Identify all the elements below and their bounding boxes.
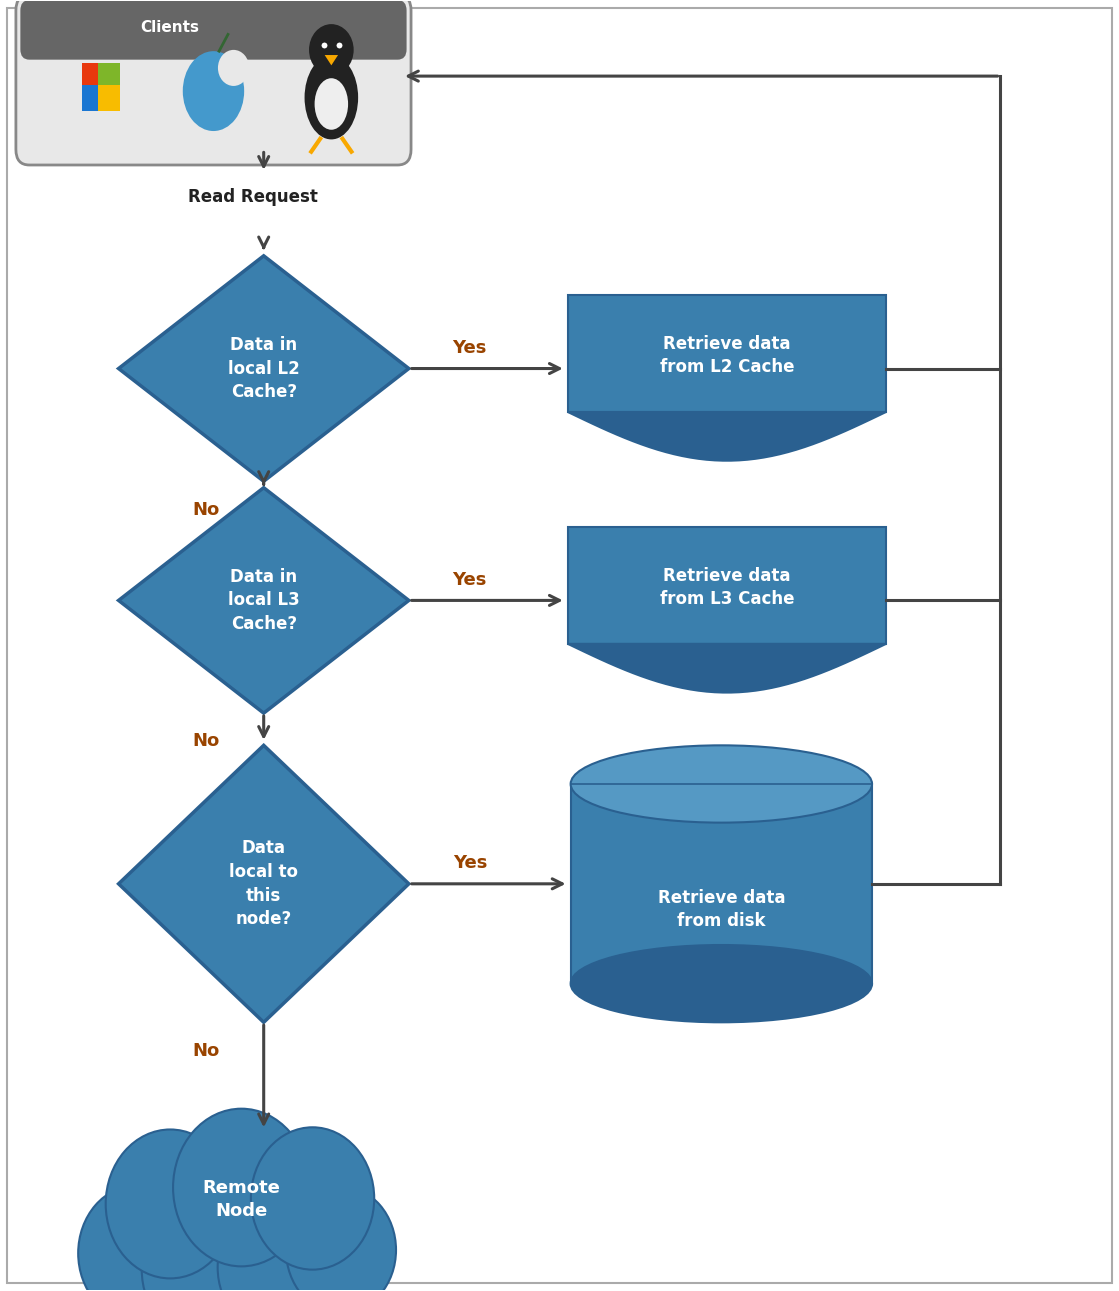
Text: No: No	[192, 1042, 219, 1060]
FancyBboxPatch shape	[98, 63, 120, 88]
Circle shape	[218, 1202, 331, 1291]
Text: Data
local to
this
node?: Data local to this node?	[229, 839, 298, 928]
Circle shape	[309, 25, 354, 76]
Circle shape	[142, 1198, 265, 1291]
Ellipse shape	[571, 745, 872, 822]
Polygon shape	[567, 644, 886, 692]
Polygon shape	[325, 56, 338, 66]
Polygon shape	[567, 412, 886, 461]
Polygon shape	[119, 488, 408, 713]
FancyBboxPatch shape	[98, 85, 120, 111]
FancyBboxPatch shape	[82, 63, 104, 88]
Polygon shape	[571, 784, 872, 984]
FancyBboxPatch shape	[7, 8, 1112, 1283]
Circle shape	[78, 1185, 196, 1291]
Ellipse shape	[571, 945, 872, 1022]
Text: Read Request: Read Request	[188, 188, 318, 207]
Text: Retrieve data
from L3 Cache: Retrieve data from L3 Cache	[660, 567, 794, 608]
Text: Data in
local L3
Cache?: Data in local L3 Cache?	[228, 568, 300, 633]
Circle shape	[251, 1127, 374, 1269]
Text: Clients: Clients	[140, 19, 199, 35]
Text: Yes: Yes	[453, 855, 488, 873]
Text: Data in
local L2
Cache?: Data in local L2 Cache?	[228, 336, 300, 402]
Text: No: No	[192, 732, 219, 750]
Text: No: No	[192, 501, 219, 519]
Circle shape	[173, 1109, 310, 1266]
FancyBboxPatch shape	[20, 0, 406, 59]
Circle shape	[286, 1186, 396, 1291]
FancyBboxPatch shape	[567, 296, 886, 412]
Ellipse shape	[304, 56, 358, 139]
Text: Yes: Yes	[452, 340, 487, 356]
Text: Retrieve data
from disk: Retrieve data from disk	[658, 888, 786, 931]
Text: Yes: Yes	[452, 571, 487, 589]
Polygon shape	[119, 745, 408, 1022]
FancyBboxPatch shape	[16, 0, 411, 165]
Ellipse shape	[314, 79, 348, 130]
Ellipse shape	[218, 50, 250, 86]
Text: Remote
Node: Remote Node	[203, 1179, 281, 1220]
Polygon shape	[119, 256, 408, 482]
FancyBboxPatch shape	[567, 527, 886, 644]
Circle shape	[105, 1130, 235, 1278]
FancyBboxPatch shape	[82, 85, 104, 111]
Ellipse shape	[182, 52, 244, 130]
Text: Retrieve data
from L2 Cache: Retrieve data from L2 Cache	[660, 334, 794, 377]
